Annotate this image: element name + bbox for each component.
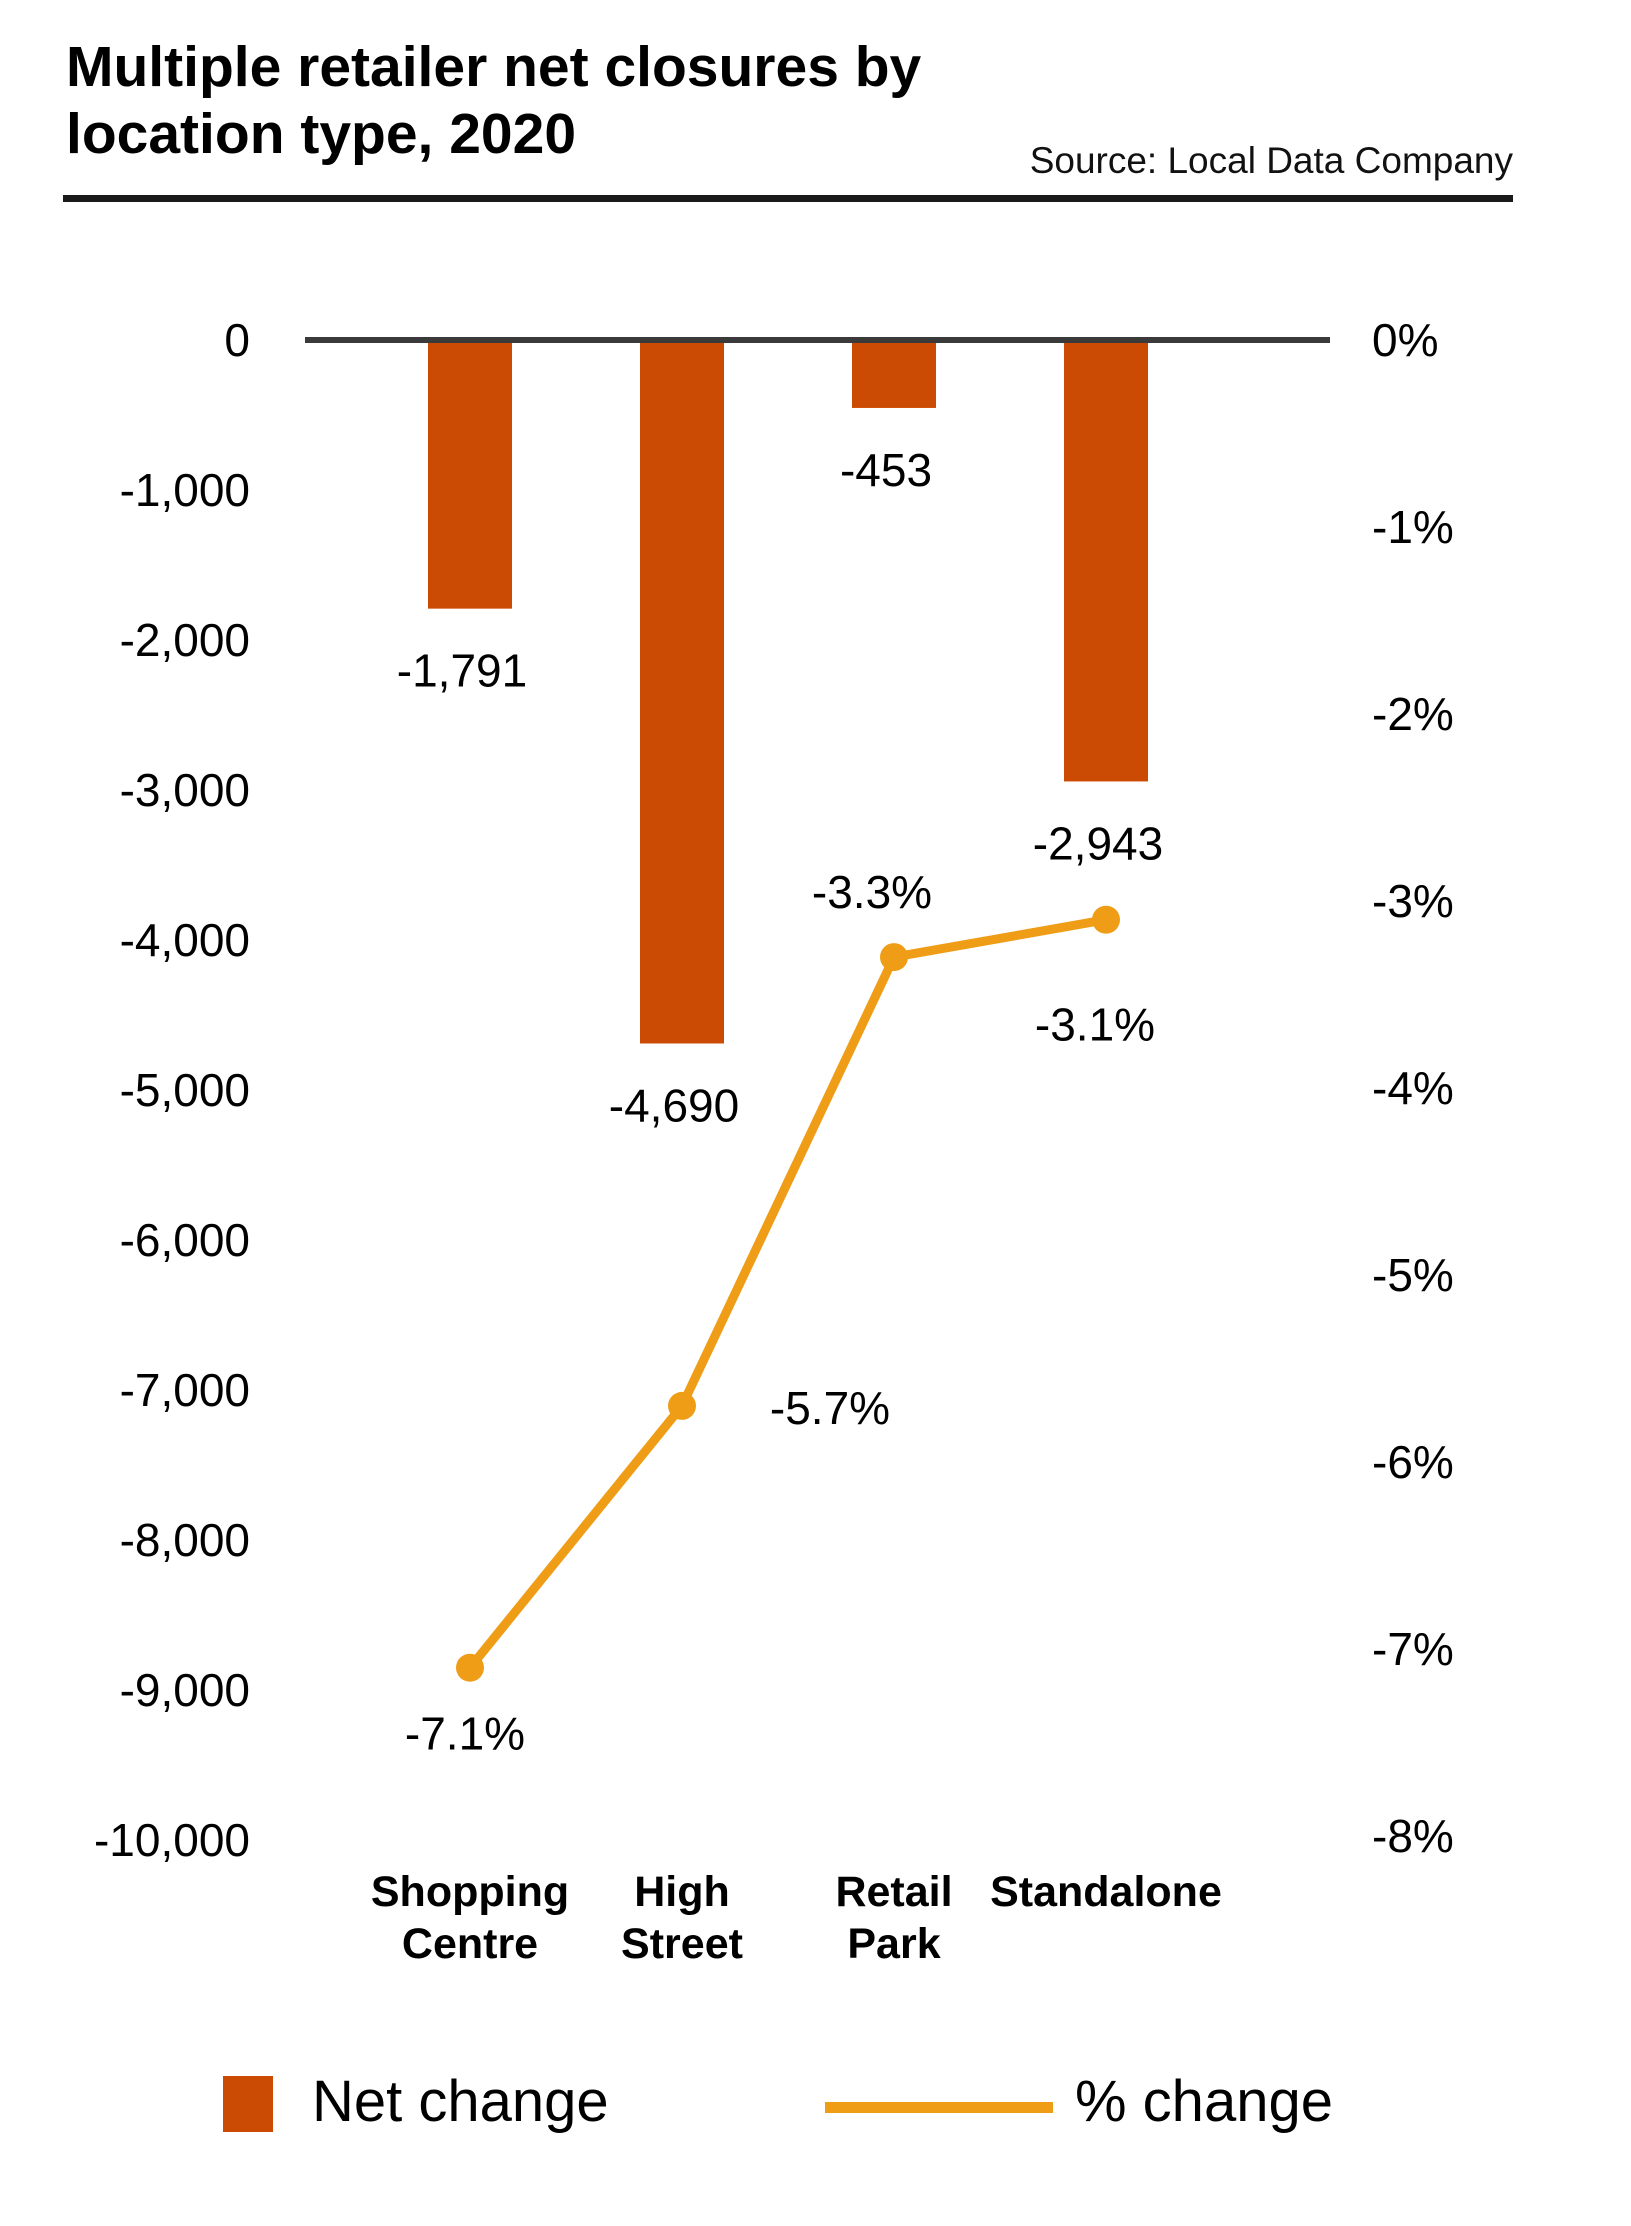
right-axis-tick-1: -1%: [1372, 501, 1454, 553]
right-axis-tick-8: -8%: [1372, 1810, 1454, 1862]
left-axis-tick-10: -10,000: [94, 1814, 250, 1866]
right-axis-tick-5: -5%: [1372, 1249, 1454, 1301]
net-change-bar-2: [852, 340, 936, 408]
left-axis-tick-6: -6,000: [120, 1214, 250, 1266]
pct-change-dot-3: [1092, 905, 1120, 934]
chart-title-line2: location type, 2020: [66, 102, 577, 166]
chart-title: Multiple retailer net closures by locati…: [66, 34, 1066, 168]
chart-canvas: -1,791 -4,690 -453 -2,943 0 -1,000 -2,000 -3,00…: [94, 314, 1454, 1968]
net-change-bar-0: [428, 340, 512, 609]
bar-value-label-2: -453: [840, 444, 932, 496]
pct-value-label-1: -5.7%: [770, 1382, 890, 1434]
left-axis-tick-8: -8,000: [120, 1514, 250, 1566]
bar-value-label-3: -2,943: [1033, 817, 1163, 869]
pct-change-dot-0: [456, 1653, 484, 1682]
left-axis-tick-4: -4,000: [120, 914, 250, 966]
left-axis-tick-2: -2,000: [120, 614, 250, 666]
category-label-0-line0: Shopping: [371, 1868, 569, 1916]
left-axis-tick-1: -1,000: [120, 464, 250, 516]
category-label-3-line0: Standalone: [990, 1868, 1222, 1916]
right-axis-tick-6: -6%: [1372, 1436, 1454, 1488]
left-axis-tick-0: 0: [224, 314, 250, 366]
right-axis-tick-3: -3%: [1372, 875, 1454, 927]
category-label-2-line0: Retail: [835, 1868, 952, 1916]
category-label-2-line1: Park: [847, 1920, 940, 1968]
category-label-0-line1: Centre: [402, 1920, 538, 1968]
category-label-1-line0: High: [634, 1868, 730, 1916]
legend-label-net-change: Net change: [312, 2069, 609, 2134]
category-label-1-line1: Street: [621, 1920, 743, 1968]
header-divider: [63, 195, 1513, 202]
net-change-bar-3: [1064, 340, 1148, 782]
left-axis-tick-9: -9,000: [120, 1664, 250, 1716]
legend: Net change % change: [0, 2058, 1631, 2168]
source-credit: Source: Local Data Company: [1029, 140, 1513, 181]
left-axis-tick-5: -5,000: [120, 1064, 250, 1116]
left-axis-tick-7: -7,000: [120, 1364, 250, 1416]
net-change-bar-1: [640, 340, 724, 1044]
right-axis-tick-0: 0%: [1372, 314, 1438, 366]
bar-value-label-0: -1,791: [397, 645, 527, 697]
right-axis-tick-7: -7%: [1372, 1623, 1454, 1675]
right-axis-tick-4: -4%: [1372, 1062, 1454, 1114]
pct-value-label-2: -3.3%: [812, 866, 932, 918]
legend-label-pct-change: % change: [1075, 2069, 1333, 2134]
pct-value-label-0: -7.1%: [405, 1708, 525, 1760]
pct-change-dot-1: [668, 1391, 696, 1420]
bar-value-label-1: -4,690: [609, 1080, 739, 1132]
chart-title-line1: Multiple retailer net closures by: [66, 35, 922, 99]
pct-change-line: [465, 915, 1111, 1673]
pct-change-swatch-icon: [825, 2102, 1053, 2113]
left-axis-tick-3: -3,000: [120, 764, 250, 816]
right-axis-tick-2: -2%: [1372, 688, 1454, 740]
pct-change-dot-2: [880, 943, 908, 972]
net-change-swatch-icon: [223, 2076, 273, 2132]
pct-value-label-3: -3.1%: [1035, 999, 1155, 1051]
